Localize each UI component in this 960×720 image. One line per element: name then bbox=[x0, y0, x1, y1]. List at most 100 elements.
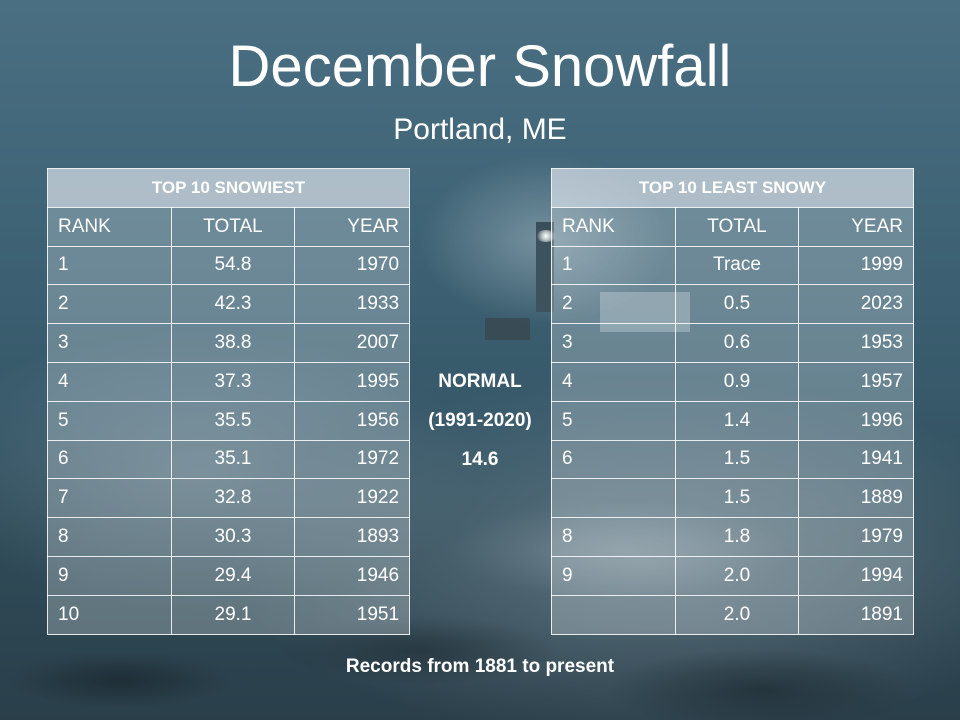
year-cell: 1889 bbox=[798, 478, 914, 519]
column-header-year: YEAR bbox=[798, 206, 914, 247]
year-cell: 1970 bbox=[293, 245, 411, 286]
year-cell: 1995 bbox=[293, 361, 411, 402]
total-cell: 1.4 bbox=[675, 400, 799, 441]
total-cell: 35.1 bbox=[171, 439, 295, 480]
rank-cell: 9 bbox=[47, 555, 172, 596]
normal-label: NORMAL bbox=[438, 371, 522, 392]
table-row: 4 37.3 1995 bbox=[47, 361, 411, 402]
column-header-total: TOTAL bbox=[675, 206, 799, 247]
total-cell: 2.0 bbox=[675, 594, 799, 635]
total-cell: 1.8 bbox=[675, 517, 799, 557]
rank-cell: 6 bbox=[551, 439, 676, 480]
rank-cell: 7 bbox=[47, 478, 172, 519]
rank-cell: 1 bbox=[47, 245, 172, 286]
table-row: 3 38.8 2007 bbox=[47, 323, 411, 363]
year-cell: 1979 bbox=[798, 517, 914, 557]
year-cell: 1957 bbox=[798, 361, 914, 402]
table-row: 1.5 1889 bbox=[551, 478, 914, 519]
column-header-rank: RANK bbox=[47, 206, 172, 247]
year-cell: 1951 bbox=[293, 594, 411, 635]
total-cell: 1.5 bbox=[675, 478, 799, 519]
total-cell: 29.4 bbox=[171, 555, 295, 596]
table-row: 6 35.1 1972 bbox=[47, 439, 411, 480]
table-row: 2 0.5 2023 bbox=[551, 284, 914, 325]
table-row: 2.0 1891 bbox=[551, 594, 914, 635]
snowiest-table-caption: TOP 10 SNOWIEST bbox=[46, 168, 411, 208]
rank-cell: 5 bbox=[47, 400, 172, 441]
table-row: 6 1.5 1941 bbox=[551, 439, 914, 480]
rank-cell: 4 bbox=[47, 361, 172, 402]
total-cell: 35.5 bbox=[171, 400, 295, 441]
rank-cell: 2 bbox=[47, 284, 172, 325]
table-row: 5 1.4 1996 bbox=[551, 400, 914, 441]
least-snowy-table-caption: TOP 10 LEAST SNOWY bbox=[551, 168, 914, 208]
rank-cell bbox=[551, 594, 676, 635]
table-row: 4 0.9 1957 bbox=[551, 361, 914, 402]
least-snowy-table: TOP 10 LEAST SNOWY RANK TOTAL YEAR 1 Tra… bbox=[551, 168, 914, 635]
table-row: 9 29.4 1946 bbox=[47, 555, 411, 596]
total-cell: 42.3 bbox=[171, 284, 295, 325]
year-cell: 1972 bbox=[293, 439, 411, 480]
total-cell: 1.5 bbox=[675, 439, 799, 480]
year-cell: 1994 bbox=[798, 555, 914, 596]
table-row: 8 1.8 1979 bbox=[551, 517, 914, 557]
year-cell: 1953 bbox=[798, 323, 914, 363]
year-cell: 1999 bbox=[798, 245, 914, 286]
year-cell: 1956 bbox=[293, 400, 411, 441]
column-header-year: YEAR bbox=[293, 206, 411, 247]
total-cell: 37.3 bbox=[171, 361, 295, 402]
rank-cell: 8 bbox=[47, 517, 172, 557]
year-cell: 2007 bbox=[293, 323, 411, 363]
table-header-row: RANK TOTAL YEAR bbox=[47, 206, 411, 247]
total-cell: 0.5 bbox=[675, 284, 799, 325]
year-cell: 1946 bbox=[293, 555, 411, 596]
total-cell: 0.6 bbox=[675, 323, 799, 363]
year-cell: 1933 bbox=[293, 284, 411, 325]
table-row: 7 32.8 1922 bbox=[47, 478, 411, 519]
table-row: 1 Trace 1999 bbox=[551, 245, 914, 286]
table-row: 2 42.3 1933 bbox=[47, 284, 411, 325]
normal-period: (1991-2020) bbox=[428, 410, 532, 431]
total-cell: 0.9 bbox=[675, 361, 799, 402]
rank-cell: 2 bbox=[551, 284, 676, 325]
column-header-total: TOTAL bbox=[171, 206, 295, 247]
table-row: 9 2.0 1994 bbox=[551, 555, 914, 596]
page-subtitle: Portland, ME bbox=[393, 113, 567, 146]
total-cell: 2.0 bbox=[675, 555, 799, 596]
year-cell: 1893 bbox=[293, 517, 411, 557]
rank-cell: 10 bbox=[47, 594, 172, 635]
total-cell: Trace bbox=[675, 245, 799, 286]
rank-cell: 1 bbox=[551, 245, 676, 286]
year-cell: 1996 bbox=[798, 400, 914, 441]
year-cell: 1922 bbox=[293, 478, 411, 519]
year-cell: 1941 bbox=[798, 439, 914, 480]
snowiest-table: TOP 10 SNOWIEST RANK TOTAL YEAR 1 54.8 1… bbox=[46, 168, 411, 635]
rank-cell bbox=[551, 478, 676, 519]
normal-value: 14.6 bbox=[461, 449, 499, 470]
table-row: 5 35.5 1956 bbox=[47, 400, 411, 441]
total-cell: 38.8 bbox=[171, 323, 295, 363]
rank-cell: 6 bbox=[47, 439, 172, 480]
column-header-rank: RANK bbox=[551, 206, 676, 247]
table-header-row: RANK TOTAL YEAR bbox=[551, 206, 914, 247]
background-lighthouse bbox=[536, 222, 554, 312]
records-footnote: Records from 1881 to present bbox=[345, 656, 615, 677]
rank-cell: 4 bbox=[551, 361, 676, 402]
total-cell: 30.3 bbox=[171, 517, 295, 557]
rank-cell: 5 bbox=[551, 400, 676, 441]
rank-cell: 9 bbox=[551, 555, 676, 596]
background-house bbox=[485, 318, 530, 340]
total-cell: 54.8 bbox=[171, 245, 295, 286]
table-row: 3 0.6 1953 bbox=[551, 323, 914, 363]
rank-cell: 3 bbox=[47, 323, 172, 363]
total-cell: 29.1 bbox=[171, 594, 295, 635]
rank-cell: 8 bbox=[551, 517, 676, 557]
year-cell: 1891 bbox=[798, 594, 914, 635]
year-cell: 2023 bbox=[798, 284, 914, 325]
total-cell: 32.8 bbox=[171, 478, 295, 519]
table-row: 10 29.1 1951 bbox=[47, 594, 411, 635]
rank-cell: 3 bbox=[551, 323, 676, 363]
table-row: 1 54.8 1970 bbox=[47, 245, 411, 286]
table-row: 8 30.3 1893 bbox=[47, 517, 411, 557]
page-title: December Snowfall bbox=[228, 34, 732, 99]
